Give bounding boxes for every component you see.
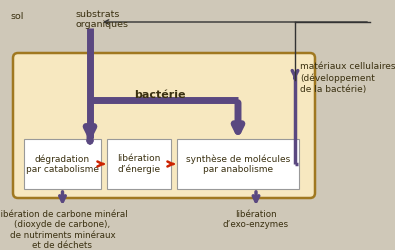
Text: libération
d’énergie: libération d’énergie (117, 154, 161, 174)
FancyBboxPatch shape (13, 53, 315, 198)
Text: matériaux cellulaires
(développement
de la bactérie): matériaux cellulaires (développement de … (300, 62, 395, 94)
Text: sol: sol (10, 12, 23, 21)
Text: dégradation
par catabolisme: dégradation par catabolisme (26, 154, 99, 174)
FancyBboxPatch shape (107, 139, 171, 189)
Text: libération
d’exo-enzymes: libération d’exo-enzymes (223, 210, 289, 230)
Text: substrats
organiques: substrats organiques (75, 10, 128, 29)
FancyBboxPatch shape (24, 139, 101, 189)
Text: synthèse de molécules
par anabolisme: synthèse de molécules par anabolisme (186, 154, 290, 174)
Text: libération de carbone minéral
(dioxyde de carbone),
de nutriments minéraux
et de: libération de carbone minéral (dioxyde d… (0, 210, 127, 250)
Text: bactérie: bactérie (134, 90, 186, 100)
FancyBboxPatch shape (177, 139, 299, 189)
